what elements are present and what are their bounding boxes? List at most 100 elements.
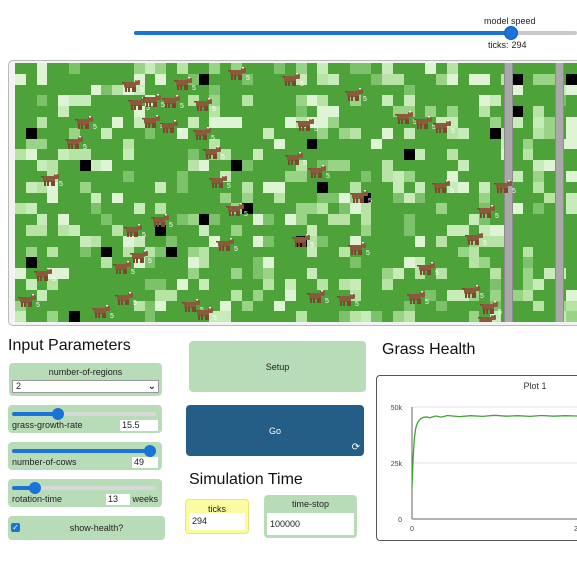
- cow-health-label: 5: [169, 222, 173, 229]
- grass-patch: [231, 63, 242, 74]
- show-health-checkbox[interactable]: ✓: [11, 523, 20, 532]
- grass-patch: [25, 257, 37, 269]
- number-of-cows-thumb[interactable]: [144, 445, 157, 457]
- rotation-time-track[interactable]: [12, 482, 156, 494]
- plot-y-tick-label: 50k: [391, 405, 403, 412]
- grass-patch: [155, 181, 167, 193]
- grass-patch: [231, 268, 242, 279]
- grass-patch: [25, 127, 37, 139]
- show-health-switch[interactable]: ✓ show-health?: [8, 516, 165, 540]
- grass-patch: [295, 63, 307, 74]
- grass-patch: [112, 84, 123, 96]
- grass-patch: [436, 117, 447, 128]
- grass-growth-rate-track[interactable]: [12, 408, 156, 420]
- grass-patch: [69, 149, 80, 161]
- simulation-time-heading: Simulation Time: [189, 471, 303, 488]
- grass-patch: [403, 257, 415, 269]
- time-stop-value[interactable]: 100000: [267, 513, 354, 535]
- grass-patch: [241, 73, 253, 85]
- grass-patch: [479, 192, 491, 204]
- grass-patch: [274, 300, 285, 312]
- cow-icon: [296, 118, 314, 131]
- number-of-cows-fill: [12, 449, 151, 453]
- grass-patch: [349, 257, 361, 269]
- grass-patch: [36, 181, 48, 193]
- grass-patch: [447, 73, 458, 85]
- rotation-time-thumb[interactable]: [29, 482, 42, 494]
- go-button[interactable]: Go ⟳: [186, 405, 364, 456]
- grass-patch: [360, 192, 372, 204]
- grass-patch: [317, 279, 329, 290]
- world-view[interactable]: 5 5 5 5 5 5 5 5 5 5 5 5 5 5 5 5 5 5 5 5 5 5 5 5 5 5 5 5 5 5 5 5 5 5 5 5 5 5 5 5…: [15, 63, 577, 322]
- grass-patch: [522, 246, 534, 258]
- number-of-regions-select[interactable]: 2 ⌄: [12, 380, 159, 393]
- grass-patch: [79, 181, 91, 193]
- grass-patch: [133, 63, 145, 74]
- grass-patch: [144, 246, 156, 258]
- cow-icon: [337, 293, 355, 306]
- grass-patch: [339, 127, 350, 139]
- cow-health-label: 5: [498, 309, 502, 316]
- grass-patch: [47, 268, 59, 279]
- plot-axis: 50k 25k 0 0 2: [391, 405, 577, 533]
- cow-health-label: 5: [480, 293, 484, 300]
- grass-patch: [177, 63, 188, 74]
- grass-growth-rate-value: 15.5: [120, 420, 158, 431]
- grass-patch: [25, 279, 37, 290]
- cow-icon: [292, 234, 310, 247]
- grass-patch: [209, 311, 221, 322]
- grass-patch: [58, 268, 69, 279]
- cow-icon: [465, 232, 483, 245]
- plot-x-tick-label: 2: [574, 526, 577, 533]
- cow-health-label: 5: [314, 126, 318, 133]
- grass-patch: [457, 127, 469, 139]
- grass-patch: [447, 117, 458, 128]
- grass-patch: [123, 149, 134, 161]
- grass-patch: [425, 289, 437, 301]
- cow-health-label: 5: [451, 128, 455, 135]
- grass-patch: [533, 117, 545, 128]
- grass-growth-rate-slider[interactable]: grass-growth-rate 15.5: [8, 405, 162, 433]
- cow-icon: [113, 261, 131, 274]
- grass-patch: [306, 203, 318, 215]
- grass-patch: [133, 257, 145, 269]
- grass-patch: [231, 225, 242, 236]
- cow-icon: [433, 120, 451, 133]
- number-of-regions-chooser[interactable]: number-of-regions 2 ⌄: [9, 363, 162, 396]
- number-of-cows-track[interactable]: [12, 445, 157, 457]
- number-of-cows-slider[interactable]: number-of-cows 49: [8, 442, 162, 470]
- rotation-time-slider[interactable]: rotation-time 13 weeks: [8, 479, 162, 507]
- grass-patch: [565, 84, 577, 96]
- grass-patch: [133, 73, 145, 85]
- grass-patch: [241, 203, 253, 215]
- grass-patch: [565, 127, 577, 139]
- grass-patch: [144, 63, 156, 74]
- cow-health-label: 5: [221, 154, 225, 161]
- time-stop-input[interactable]: time-stop 100000: [264, 495, 357, 538]
- cow-icon: [142, 115, 160, 128]
- cow-health-label: 5: [310, 242, 314, 249]
- grass-patch: [15, 268, 26, 279]
- grass-patch: [328, 214, 339, 225]
- grass-patch: [490, 127, 501, 139]
- plot-x-tick-label: 0: [410, 526, 414, 533]
- grass-growth-rate-thumb[interactable]: [52, 408, 65, 420]
- cow-health-label: 5: [52, 276, 56, 283]
- grass-patch: [479, 257, 491, 269]
- grass-patch: [328, 117, 339, 128]
- grass-patch: [36, 214, 48, 225]
- grass-patch: [360, 214, 372, 225]
- grass-patch: [328, 106, 339, 117]
- grass-patch: [457, 181, 469, 193]
- number-of-regions-label: number-of-regions: [48, 367, 123, 377]
- model-speed-slider[interactable]: [134, 26, 577, 40]
- grass-patch: [79, 149, 91, 161]
- setup-button[interactable]: Setup: [189, 341, 366, 392]
- grass-patch: [47, 311, 59, 322]
- grass-patch: [25, 181, 37, 193]
- cow-health-label: 5: [363, 96, 367, 103]
- cow-health-label: 5: [161, 102, 165, 109]
- grass-patch: [479, 181, 491, 193]
- model-speed-thumb[interactable]: [503, 26, 518, 40]
- region-fence: [555, 63, 564, 322]
